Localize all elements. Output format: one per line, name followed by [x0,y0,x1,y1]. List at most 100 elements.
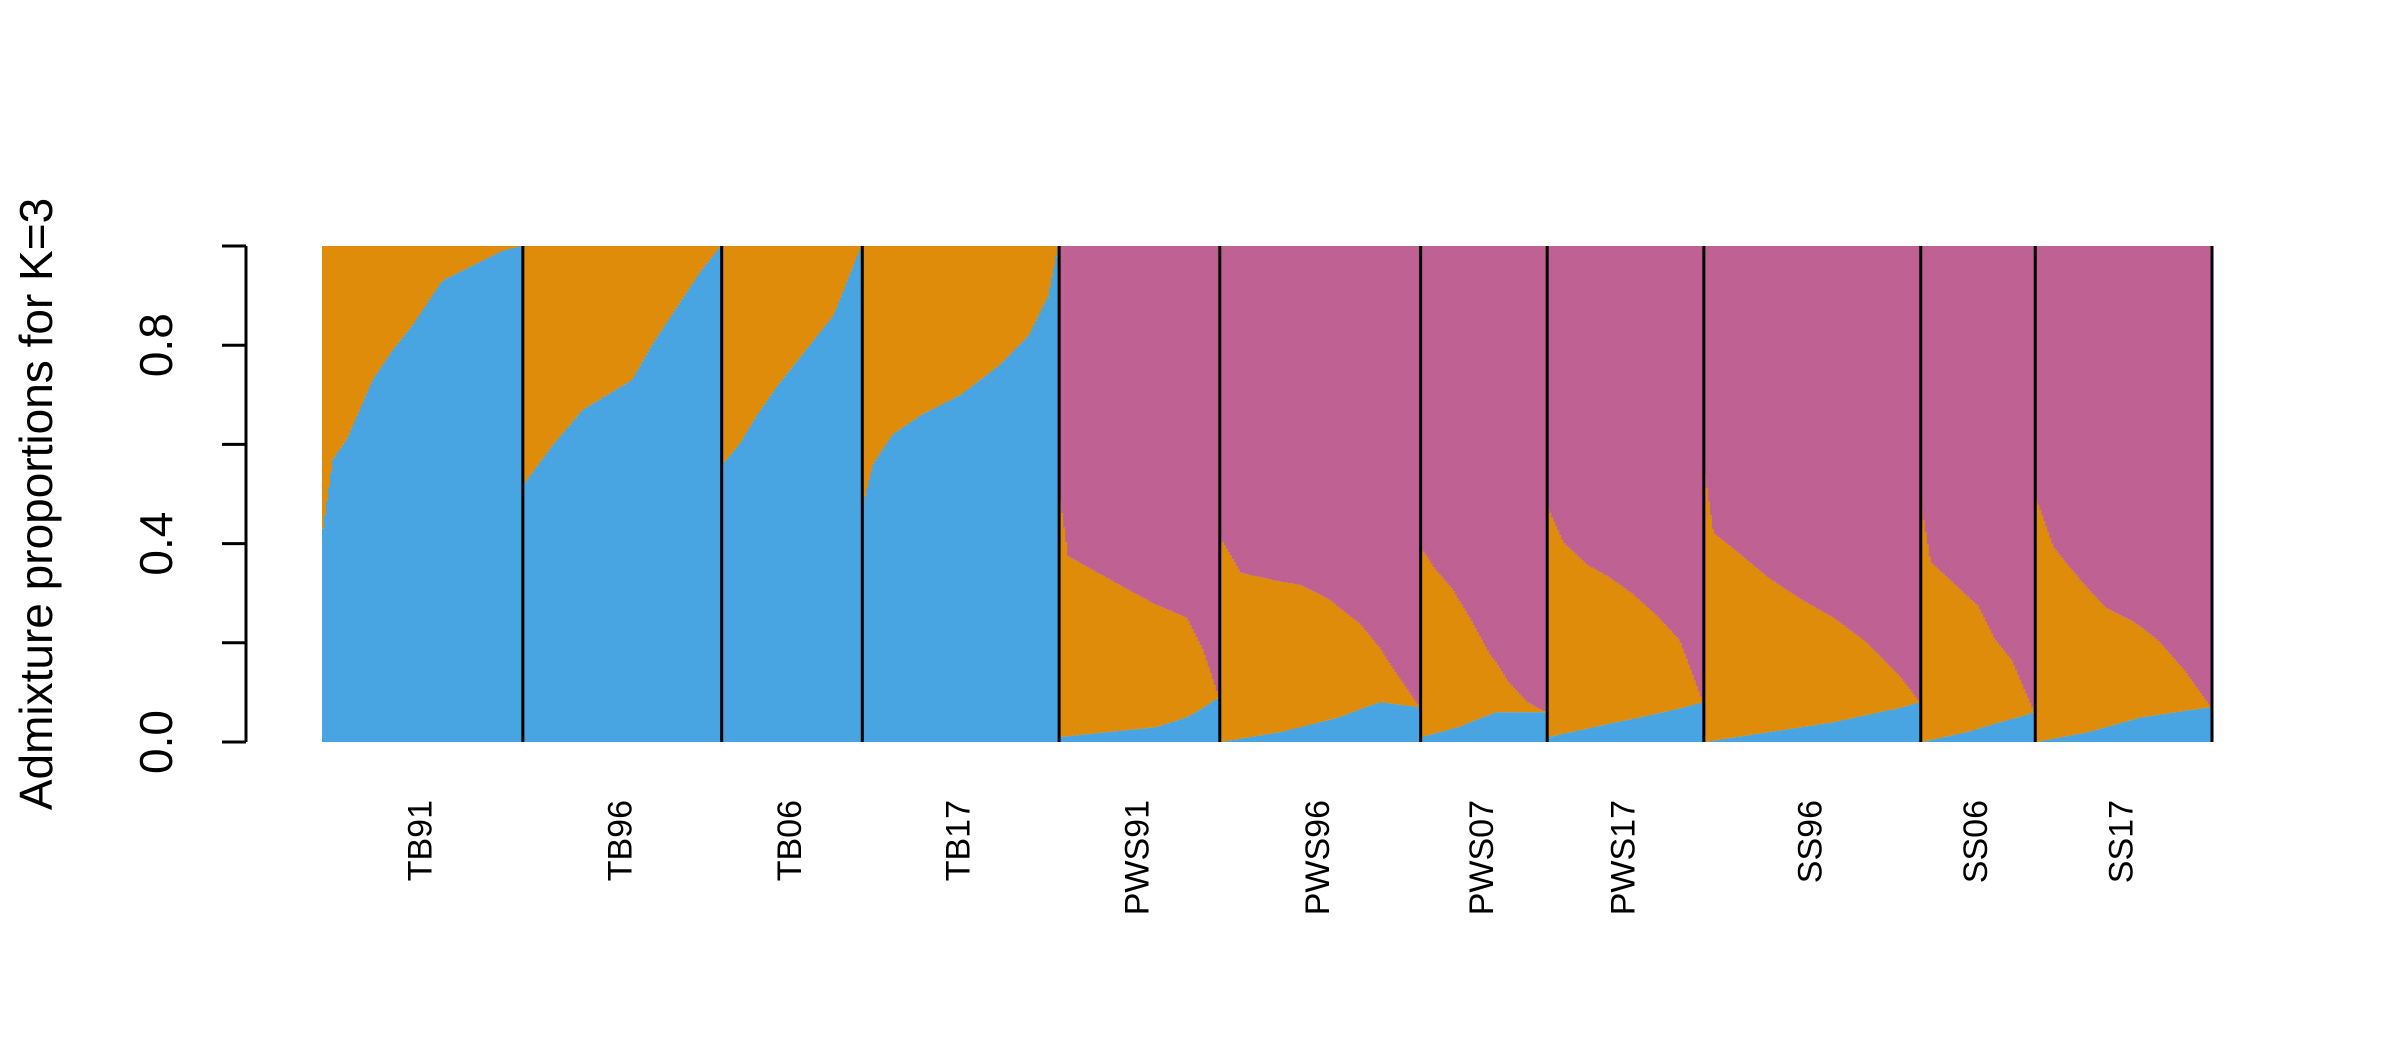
admixture-bar-blue [1569,732,1572,742]
admixture-bar-orange [1255,576,1259,736]
admixture-bar-blue [1695,703,1699,742]
admixture-bar-blue [824,326,827,742]
admixture-bar-pink [1274,246,1277,581]
admixture-bar-blue [1342,715,1345,742]
admixture-bar-pink [1533,246,1536,706]
admixture-bar-pink [1362,246,1366,628]
admixture-bar-orange [611,246,614,392]
admixture-bar-blue [502,250,506,742]
admixture-bar-orange [785,246,789,374]
admixture-bar-pink [1205,246,1209,661]
admixture-bar-blue [1388,703,1392,742]
admixture-bar-blue [1239,738,1243,742]
admixture-bar-blue [1583,729,1586,742]
admixture-bar-blue [1004,358,1008,742]
admixture-bar-blue [1838,720,1842,742]
admixture-bar-orange [992,246,996,370]
admixture-bar-orange [1533,705,1536,713]
admixture-bar-pink [2125,246,2129,619]
admixture-bar-pink [1709,246,1713,516]
admixture-bar-pink [1583,246,1586,563]
admixture-bar-pink [1804,246,1807,602]
admixture-bar-blue [1408,706,1412,742]
admixture-bar-orange [693,246,697,281]
admixture-bar-orange [1577,556,1580,731]
admixture-bar-blue [1758,733,1761,742]
admixture-bar-pink [2197,246,2201,691]
admixture-bar-pink [1981,246,1984,614]
admixture-bar-blue [980,378,984,742]
admixture-bar-orange [1484,647,1488,717]
admixture-bar-blue [675,307,679,742]
admixture-bar-blue [1376,703,1380,742]
admixture-bar-blue [478,262,482,742]
admixture-bar-blue [1213,700,1217,742]
admixture-bar-blue [1948,735,1952,742]
admixture-bar-orange [848,246,851,277]
admixture-bar-orange [1304,587,1307,727]
admixture-bar-blue [2137,718,2141,742]
admixture-bar-blue [1910,704,1914,742]
admixture-bar-orange [779,246,783,382]
admixture-bar-pink [1699,246,1703,697]
admixture-bar-blue [1302,726,1305,742]
admixture-bar-blue [1533,712,1536,742]
admixture-bar-orange [1424,554,1428,736]
admixture-bar-blue [1699,702,1703,742]
admixture-bar-pink [1691,246,1695,676]
admixture-bar-pink [2079,246,2083,580]
group-label-ss96: SS96 [1791,800,1829,883]
admixture-bar-blue [1715,740,1719,742]
admixture-bar-orange [1697,691,1701,704]
admixture-bar-blue [2145,716,2149,742]
admixture-bar-orange [542,246,546,458]
admixture-bar-orange [1597,571,1601,727]
admixture-bar-orange [340,246,343,448]
admixture-bar-orange [1579,558,1582,731]
admixture-bar-orange [554,246,558,442]
admixture-bar-pink [1836,246,1840,621]
admixture-bar-pink [1617,246,1621,584]
admixture-bar-blue [1494,712,1498,742]
admixture-bar-blue [707,261,711,742]
admixture-bar-pink [1673,246,1677,636]
admixture-bar-pink [1406,246,1410,690]
admixture-bar-pink [1239,246,1243,573]
admixture-bar-blue [456,273,460,742]
admixture-bar-blue [1266,734,1269,742]
admixture-bar-orange [1513,688,1516,713]
admixture-bar-orange [2083,584,2087,733]
admixture-bar-orange [1468,617,1472,723]
admixture-bar-orange [1878,655,1882,713]
admixture-bar-orange [1458,601,1462,727]
admixture-bar-blue [1101,732,1104,742]
admixture-bar-pink [2047,246,2050,533]
admixture-bar-blue [779,381,783,742]
admixture-bar-pink [1324,246,1327,598]
admixture-bar-pink [1127,246,1131,590]
admixture-bar-orange [1621,586,1625,721]
admixture-bar-blue [1808,726,1811,742]
admixture-bar-blue [571,422,574,742]
admixture-bar-orange [601,246,604,399]
admixture-bar-orange [1133,593,1137,730]
admixture-bar-orange [1511,685,1514,713]
admixture-bar-orange [635,246,638,373]
admixture-bar-orange [1619,585,1623,722]
admixture-bar-blue [1340,716,1343,742]
admixture-bar-orange [1161,607,1165,726]
admixture-bar-pink [1748,246,1751,562]
admixture-bar-pink [1820,246,1823,611]
admixture-bar-orange [751,246,755,423]
admixture-bar-blue [2057,737,2060,742]
admixture-bar-pink [1762,246,1765,574]
admixture-bar-pink [1830,246,1833,617]
admixture-bar-pink [1776,246,1779,584]
admixture-bar-orange [2127,619,2131,721]
admixture-bar-orange [374,246,377,377]
admixture-bar-blue [1390,703,1394,742]
admixture-bar-pink [1977,246,1980,606]
admixture-bar-orange [1731,548,1735,738]
admixture-bar-orange [820,246,823,332]
admixture-bar-blue [1553,735,1556,742]
